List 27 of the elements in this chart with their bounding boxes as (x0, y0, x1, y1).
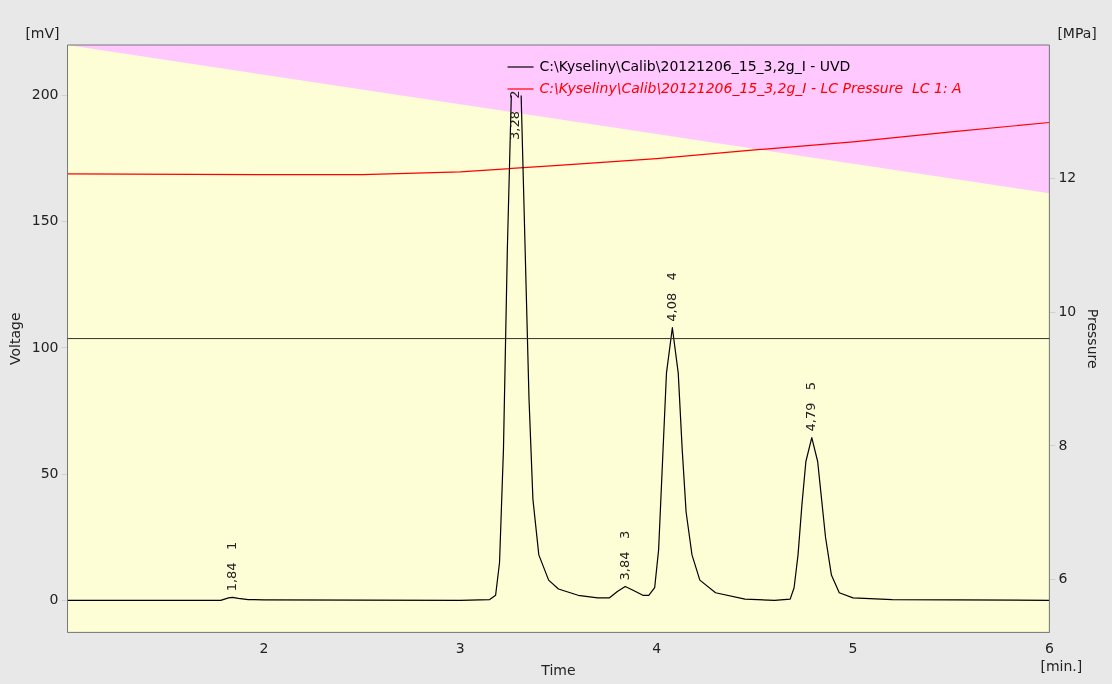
annotation: 1,84 1 (223, 541, 239, 592)
y2-tick-label: 8 (1058, 436, 1068, 453)
legend-label: C:\Kyseliny\Calib\20121206_15_3,2g_I - UVD (539, 57, 851, 74)
annotation: 4,79 5 (803, 381, 819, 432)
y2-tick-label: 12 (1058, 169, 1077, 186)
annotation: 4,08 4 (663, 272, 679, 322)
y-tick-label: 200 (31, 86, 59, 103)
x-tick-label: 5 (848, 640, 858, 657)
y-tick-label: 100 (31, 338, 59, 355)
x-tick-label: 4 (652, 640, 662, 657)
y2-tick-label: 6 (1058, 570, 1068, 587)
x-tick-label: 2 (259, 640, 269, 657)
annotation: 3,84 3 (616, 530, 632, 581)
annotation: 3,28 2 (506, 90, 522, 140)
y-tick-label: 0 (49, 590, 59, 607)
y-axis-title: Voltage (7, 312, 24, 365)
x-tick-label: 6 (1044, 640, 1054, 657)
text: [min.] (1040, 658, 1083, 675)
x-tick-label: 3 (455, 640, 465, 657)
y-tick-label: 50 (40, 464, 59, 481)
y2-tick-label: 10 (1058, 302, 1077, 319)
y-tick-label: 150 (31, 212, 59, 229)
text: [mV] (25, 24, 60, 41)
legend-label: C:\Kyseliny\Calib\20121206_15_3,2g_I - LC Pressure LC 1: A (539, 79, 962, 96)
x-axis-title: Time (540, 662, 576, 679)
text: [MPa] (1057, 24, 1097, 41)
y2-axis-title: Pressure (1084, 308, 1101, 369)
